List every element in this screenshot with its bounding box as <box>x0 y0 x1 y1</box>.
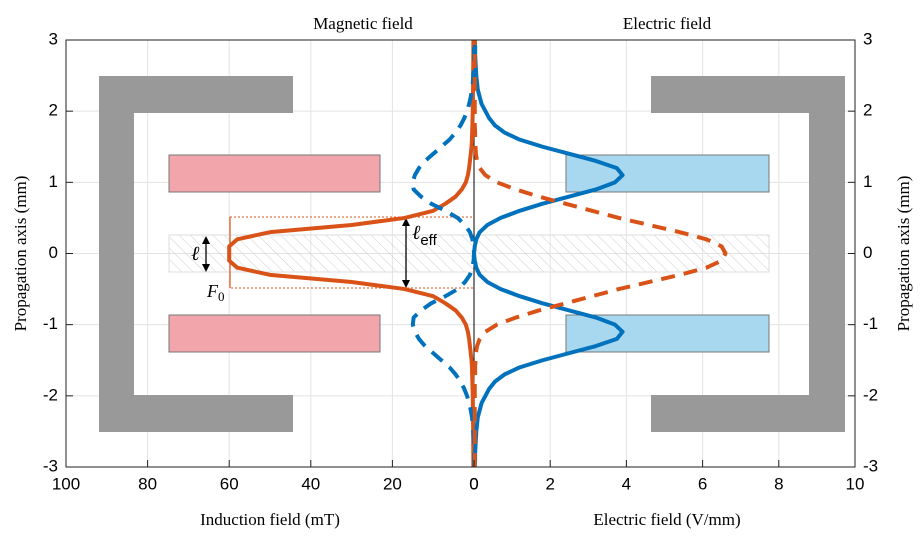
effective-box <box>229 216 475 289</box>
magnet <box>168 314 381 353</box>
x-tick-label: 10 <box>846 474 865 493</box>
annotation-sub: 0 <box>218 289 225 304</box>
annotation-text: F <box>206 281 219 301</box>
chart-title: Electric field <box>623 14 712 33</box>
y-tick-label: -2 <box>863 385 878 404</box>
x-tick-label: 0 <box>469 474 478 493</box>
arrows <box>202 218 410 288</box>
arrow-head <box>202 236 210 272</box>
curve <box>472 40 728 467</box>
annotation-sub: eff <box>420 232 437 249</box>
curves <box>227 39 728 468</box>
left-yoke <box>99 76 293 432</box>
x-tick-label: 80 <box>138 474 157 493</box>
y-tick-label: -1 <box>43 314 58 333</box>
x-tick-label: 2 <box>545 474 554 493</box>
y-tick-label: 2 <box>49 101 58 120</box>
annotation-text: ℓ <box>191 243 200 265</box>
y-tick-label: -3 <box>43 456 58 475</box>
beam-band <box>168 234 770 273</box>
chart-title: Magnetic field <box>313 14 413 33</box>
y-axis-label: Propagation axis (mm) <box>11 176 30 332</box>
annotation: ℓeff <box>412 222 438 249</box>
y-tick-label: -3 <box>863 456 878 475</box>
y-tick-label: -2 <box>43 385 58 404</box>
right-yoke <box>651 76 845 432</box>
x-tick-label: 100 <box>52 474 80 493</box>
x-tick-label: 8 <box>774 474 783 493</box>
x-tick-label: 4 <box>622 474 631 493</box>
x-axis-label: Electric field (V/mm) <box>593 510 740 529</box>
annotation-text: ℓ <box>412 222 421 244</box>
y-tick-label: -1 <box>863 314 878 333</box>
y-tick-label: 1 <box>863 172 872 191</box>
y-tick-label: 3 <box>49 29 58 48</box>
x-tick-label: 0 <box>469 474 478 493</box>
magnet <box>168 154 381 193</box>
curve <box>472 39 625 468</box>
y-tick-label: 3 <box>863 29 872 48</box>
x-tick-label: 20 <box>383 474 402 493</box>
annotation: F0 <box>206 281 225 304</box>
x-tick-label: 40 <box>301 474 320 493</box>
y-axis-label: Propagation axis (mm) <box>894 176 913 332</box>
y-tick-label: 1 <box>49 172 58 191</box>
annotation: ℓ <box>191 243 200 265</box>
y-tick-label: 0 <box>863 243 872 262</box>
x-tick-label: 60 <box>220 474 239 493</box>
x-axis-label: Induction field (mT) <box>200 510 340 529</box>
y-tick-label: 2 <box>863 101 872 120</box>
x-tick-label: 6 <box>698 474 707 493</box>
arrow-head <box>402 218 410 288</box>
y-tick-label: 0 <box>49 243 58 262</box>
